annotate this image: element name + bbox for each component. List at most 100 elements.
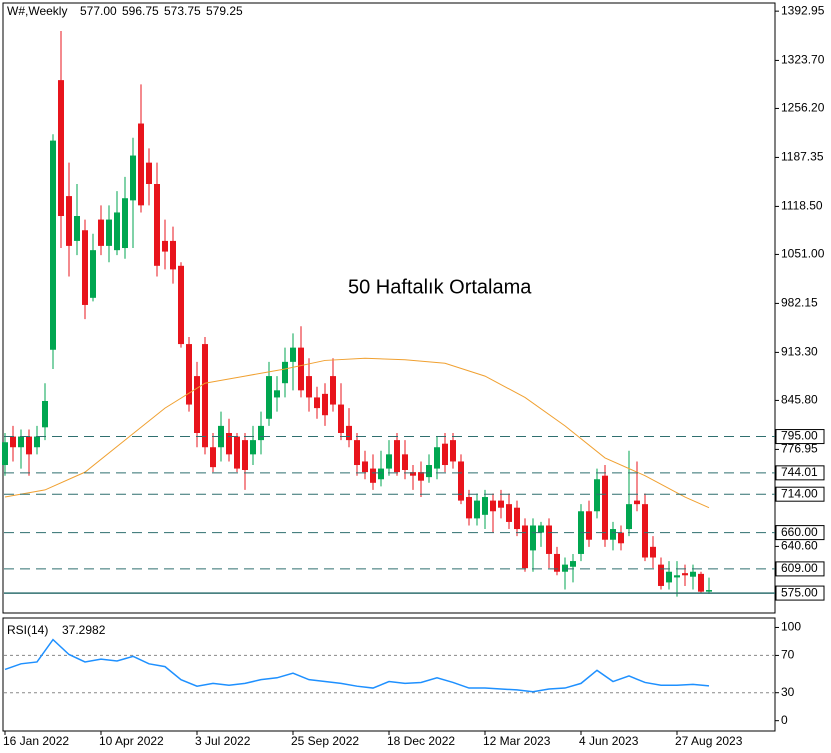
candle-body [490,500,496,512]
candle-body [506,504,512,522]
rsi-title: RSI(14) [7,623,48,637]
y-tick-label: 1323.70 [781,53,825,67]
candle-body [626,504,632,530]
candle-body [522,525,528,569]
y-tick-label: 70 [781,648,795,662]
level-label: 609.00 [781,561,818,575]
level-label: 744.01 [781,465,818,479]
candle-body [546,525,552,554]
candle-body [434,447,440,469]
candle-body [274,390,280,398]
y-tick-label: 776.95 [781,442,818,456]
candle-body [226,433,232,455]
candle-body [602,475,608,540]
candle-body [634,500,640,505]
candle-body [498,500,504,508]
y-tick-label: 913.30 [781,345,818,359]
candle-body [202,344,208,448]
rsi-value: 37.2982 [62,623,106,637]
candle-body [162,240,168,252]
candle-body [26,436,32,455]
candle-body [458,461,464,501]
candle-body [194,376,200,434]
candle-body [322,393,328,416]
candle-body [106,219,112,246]
y-tick-label: 640.60 [781,539,818,553]
x-tick-label: 4 Jun 2023 [579,734,639,748]
y-tick-label: 0 [781,713,788,727]
x-tick-label: 16 Jan 2022 [3,734,69,748]
level-box [775,585,825,601]
ohlc-label: 577.00 [80,4,117,18]
candle-body [618,532,624,544]
x-tick-label: 18 Dec 2022 [387,734,455,748]
candle-body [562,564,568,572]
x-tick-label: 25 Sep 2022 [291,734,359,748]
level-box [775,486,825,502]
y-tick-label: 1392.95 [781,3,825,17]
candle-body [178,265,184,345]
candle-body [338,404,344,434]
candle-body [554,553,560,572]
y-tick-label: 1118.50 [781,199,823,213]
x-tick-label: 3 Jul 2022 [195,734,251,748]
candle-body [698,573,704,592]
y-tick-label: 100 [781,620,801,634]
candle-body [306,376,312,398]
candle-body [242,440,248,470]
candle-body [138,123,144,206]
candle-body [570,561,576,567]
candle-body [74,216,80,241]
candle-body [290,347,296,362]
candle-body [146,162,152,184]
candle-body [50,140,56,350]
candle-body [154,183,160,266]
candle-body [402,454,408,470]
x-tick-label: 12 Mar 2023 [483,734,551,748]
candle-body [642,504,648,558]
candle-body [690,571,696,577]
x-tick-label: 10 Apr 2022 [99,734,164,748]
candle-body [10,436,16,448]
candle-body [58,80,64,217]
y-tick-label: 845.80 [781,393,818,407]
candle-body [386,454,392,469]
y-tick-label: 1187.35 [781,150,824,164]
level-label: 660.00 [781,525,818,539]
candle-body [18,436,24,448]
candle-body [210,447,216,468]
candle-body [482,497,488,515]
candle-body [610,529,616,540]
candle-body [314,397,320,409]
candle-body [170,240,176,270]
candle-body [66,196,72,246]
candle-body [258,425,264,441]
ma-annotation: 50 Haftalık Ortalama [348,276,532,298]
candle-body [682,573,688,576]
y-tick-label: 1051.00 [781,247,825,261]
candle-body [98,219,104,246]
candle-body [330,376,336,405]
candle-body [362,461,368,473]
candle-body [42,400,48,428]
candle-body [234,436,240,469]
level-box [775,561,825,577]
candle-body [466,497,472,519]
chart-title: W#,Weekly [7,4,67,18]
rsi-line [4,638,710,693]
candle-body [450,440,456,462]
candle-body [418,472,424,481]
level-box [775,429,825,445]
candle-body [2,442,8,466]
level-box [775,465,825,481]
candle-body [250,440,256,455]
level-label: 575.00 [781,585,818,599]
candle-body [474,500,480,519]
candle-body [538,525,544,533]
candle-body [594,479,600,512]
candle-body [282,361,288,384]
candle-body [530,525,536,551]
price-panel [2,2,776,614]
candle-body [658,564,664,586]
